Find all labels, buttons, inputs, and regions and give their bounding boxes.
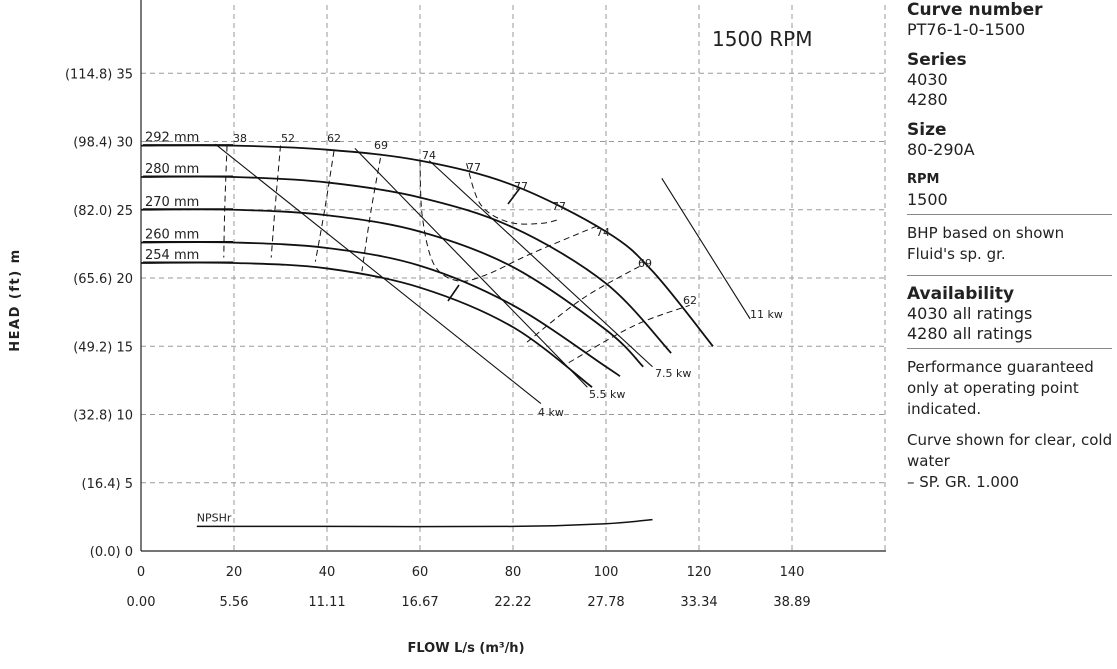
power-curve <box>428 160 653 368</box>
eff-label-69b: 69 <box>638 257 652 270</box>
y-tick-label: (0.0) 0 <box>90 545 133 560</box>
power-label: 11 kw <box>750 308 783 321</box>
power-curve <box>354 147 588 388</box>
efficiency-contour <box>526 263 644 343</box>
curve-info-panel: Curve number PT76-1-0-1500 Series 4030 4… <box>907 0 1117 503</box>
y-axis-title: HEAD (ft) m <box>8 248 23 351</box>
x-tick-label-m3h: 11.11 <box>308 595 345 610</box>
divider <box>907 275 1112 276</box>
speed-label: 1500 RPM <box>712 27 812 51</box>
npshr-label: NPSHr <box>197 511 232 524</box>
x-tick-label-m3h: 22.22 <box>494 595 531 610</box>
head-curve <box>140 261 593 388</box>
power-label: 7.5 kw <box>655 367 691 380</box>
curve-label: 270 mm <box>145 195 199 210</box>
eff-label-38: 38 <box>233 132 247 145</box>
npshr-line <box>196 518 653 528</box>
x-tick-label: 40 <box>319 565 336 580</box>
series-value-1: 4030 <box>907 70 948 89</box>
npshr-curve: NPSHr <box>196 511 653 528</box>
efficiency-contour <box>314 150 335 262</box>
availability-heading: Availability <box>907 284 1015 304</box>
size-heading: Size <box>907 120 947 140</box>
operating-mark <box>447 284 460 302</box>
efficiency-contour <box>223 145 228 258</box>
impeller-curves: 292 mm 280 mm 270 mm 260 mm 254 mm <box>140 131 714 388</box>
water-note-line1: Curve shown for clear, cold water <box>907 431 1113 470</box>
curve-label: 280 mm <box>145 162 199 177</box>
series-value-2: 4280 <box>907 90 948 109</box>
operating-mark <box>507 187 521 205</box>
x-tick-label: 0 <box>137 565 145 580</box>
eff-label-69: 69 <box>374 139 388 152</box>
efficiency-contour <box>568 304 690 364</box>
performance-note: Performance guaranteed only at operating… <box>907 358 1094 418</box>
head-curve <box>140 208 644 368</box>
y-tick-label: (32.8) 10 <box>73 409 133 424</box>
divider <box>907 214 1112 215</box>
x-tick-label-m3h: 33.34 <box>680 595 717 610</box>
size-value: 80-290A <box>907 140 975 159</box>
bhp-note-line1: BHP based on shown <box>907 224 1065 242</box>
power-curves: 4 kw 5.5 kw 7.5 kw 11 kw <box>215 143 783 419</box>
curve-number-heading: Curve number <box>907 0 1043 20</box>
eff-label-52: 52 <box>281 132 295 145</box>
x-tick-label-m3h: 38.89 <box>773 595 810 610</box>
y-tick-label: (49.2) 15 <box>73 340 133 355</box>
x-tick-label: 140 <box>780 565 805 580</box>
power-label: 4 kw <box>538 406 564 419</box>
y-tick-labels: (0.0) 0 (16.4) 5 (32.8) 10 (49.2) 15 (65.6) … <box>65 67 133 560</box>
eff-label-62b: 62 <box>683 294 697 307</box>
water-note-line2: – SP. GR. 1.000 <box>907 473 1020 491</box>
eff-label-62: 62 <box>327 132 341 145</box>
efficiency-contour <box>270 145 281 258</box>
x-tick-label-m3h: 27.78 <box>587 595 624 610</box>
efficiency-contours <box>223 145 690 364</box>
grid <box>141 5 886 551</box>
eff-label-77c: 77 <box>552 200 566 213</box>
head-curve <box>140 241 621 378</box>
efficiency-contour <box>466 163 560 225</box>
y-tick-label: (16.4) 5 <box>82 477 134 492</box>
eff-label-74b: 74 <box>596 226 610 239</box>
series-heading: Series <box>907 50 967 70</box>
efficiency-contour <box>361 157 381 272</box>
curve-number-value: PT76-1-0-1500 <box>907 20 1026 39</box>
head-curve <box>140 175 672 354</box>
curve-label: 260 mm <box>145 228 199 243</box>
curve-label: 292 mm <box>145 131 199 146</box>
x-tick-label: 100 <box>594 565 619 580</box>
eff-label-74: 74 <box>422 149 436 162</box>
x-axis-title: FLOW L/s (m³/h) <box>407 641 524 656</box>
bhp-note-line2: Fluid's sp. gr. <box>907 245 1006 263</box>
power-label: 5.5 kw <box>589 388 625 401</box>
availability-value-2: 4280 all ratings <box>907 324 1033 343</box>
y-tick-label: (65.6) 20 <box>73 272 133 287</box>
y-tick-label: (114.8) 35 <box>65 67 133 82</box>
x-tick-label: 20 <box>226 565 243 580</box>
curve-label: 254 mm <box>145 248 199 263</box>
axes <box>140 0 886 552</box>
power-curve <box>661 178 751 320</box>
rpm-value: 1500 <box>907 190 948 209</box>
x-tick-label: 60 <box>412 565 429 580</box>
eff-label-77a: 77 <box>467 161 481 174</box>
pump-performance-chart: (0.0) 0 (16.4) 5 (32.8) 10 (49.2) 15 (65.6) … <box>8 0 886 656</box>
power-curve <box>215 143 542 405</box>
x-tick-label: 80 <box>505 565 522 580</box>
rpm-heading: RPM <box>907 172 940 187</box>
x-tick-labels: 0 20 40 60 80 100 120 140 0.00 5.56 11.11 16.67 22.2… <box>127 565 811 610</box>
eff-label-77b: 77 <box>514 180 528 193</box>
x-tick-label-m3h: 5.56 <box>220 595 249 610</box>
operating-marks <box>447 187 521 302</box>
y-tick-label: (98.4) 30 <box>73 136 133 151</box>
y-tick-label: (82.0) 25 <box>73 204 133 219</box>
head-curve <box>140 144 714 347</box>
availability-value-1: 4030 all ratings <box>907 304 1033 323</box>
efficiency-contour <box>419 160 597 282</box>
x-tick-label-m3h: 0.00 <box>127 595 156 610</box>
divider <box>907 348 1112 349</box>
x-tick-label-m3h: 16.67 <box>401 595 438 610</box>
x-tick-label: 120 <box>687 565 712 580</box>
